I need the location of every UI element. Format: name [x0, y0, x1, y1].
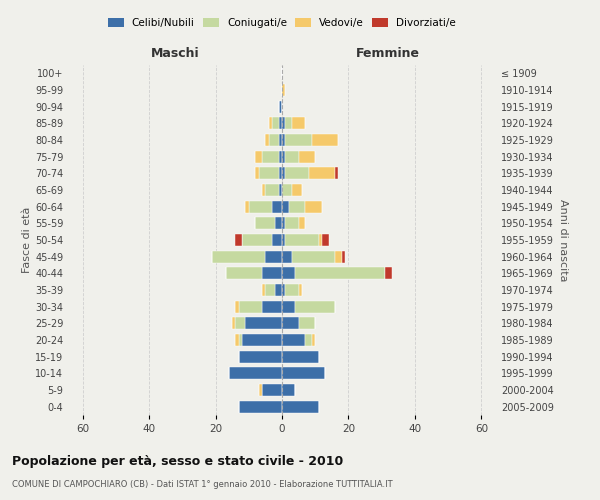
Bar	[229, 368, 282, 380]
Bar	[239, 300, 262, 312]
Bar	[292, 250, 335, 262]
Bar	[342, 250, 345, 262]
Bar	[286, 134, 312, 146]
Bar	[295, 268, 385, 280]
Bar	[299, 284, 302, 296]
Bar	[282, 218, 286, 230]
Bar	[282, 134, 286, 146]
Bar	[292, 184, 302, 196]
Bar	[256, 168, 259, 179]
Bar	[282, 118, 286, 130]
Bar	[226, 268, 262, 280]
Bar	[265, 250, 282, 262]
Bar	[278, 168, 282, 179]
Bar	[305, 334, 312, 346]
Bar	[282, 168, 286, 179]
Bar	[275, 218, 282, 230]
Bar	[286, 234, 319, 246]
Bar	[272, 118, 278, 130]
Bar	[235, 234, 242, 246]
Bar	[299, 318, 315, 330]
Bar	[282, 250, 292, 262]
Bar	[282, 234, 286, 246]
Bar	[265, 134, 269, 146]
Legend: Celibi/Nubili, Coniugati/e, Vedovi/e, Divorziati/e: Celibi/Nubili, Coniugati/e, Vedovi/e, Di…	[104, 14, 460, 32]
Bar	[322, 234, 329, 246]
Bar	[265, 284, 275, 296]
Bar	[242, 334, 282, 346]
Bar	[282, 400, 319, 412]
Text: Femmine: Femmine	[356, 47, 421, 60]
Bar	[286, 118, 292, 130]
Bar	[282, 334, 305, 346]
Bar	[256, 150, 262, 162]
Bar	[275, 284, 282, 296]
Bar	[259, 384, 262, 396]
Bar	[282, 350, 319, 362]
Bar	[385, 268, 392, 280]
Bar	[282, 200, 289, 212]
Bar	[262, 384, 282, 396]
Bar	[282, 184, 292, 196]
Bar	[299, 150, 315, 162]
Bar	[265, 184, 278, 196]
Bar	[235, 300, 239, 312]
Bar	[278, 118, 282, 130]
Bar	[286, 218, 299, 230]
Bar	[282, 268, 295, 280]
Bar	[239, 334, 242, 346]
Bar	[286, 168, 308, 179]
Bar	[262, 284, 265, 296]
Bar	[272, 234, 282, 246]
Bar	[278, 100, 282, 112]
Bar	[278, 150, 282, 162]
Bar	[282, 368, 325, 380]
Bar	[262, 150, 278, 162]
Bar	[256, 218, 275, 230]
Bar	[239, 400, 282, 412]
Bar	[259, 168, 278, 179]
Bar	[312, 134, 338, 146]
Y-axis label: Anni di nascita: Anni di nascita	[557, 198, 568, 281]
Bar	[286, 150, 299, 162]
Bar	[278, 184, 282, 196]
Bar	[305, 200, 322, 212]
Bar	[292, 118, 305, 130]
Bar	[282, 284, 286, 296]
Bar	[235, 334, 239, 346]
Bar	[212, 250, 265, 262]
Bar	[299, 218, 305, 230]
Bar	[295, 300, 335, 312]
Bar	[245, 200, 249, 212]
Bar	[286, 284, 299, 296]
Y-axis label: Fasce di età: Fasce di età	[22, 207, 32, 273]
Text: Maschi: Maschi	[151, 47, 200, 60]
Bar	[335, 250, 342, 262]
Text: COMUNE DI CAMPOCHIARO (CB) - Dati ISTAT 1° gennaio 2010 - Elaborazione TUTTITALI: COMUNE DI CAMPOCHIARO (CB) - Dati ISTAT …	[12, 480, 392, 489]
Text: Popolazione per età, sesso e stato civile - 2010: Popolazione per età, sesso e stato civil…	[12, 455, 343, 468]
Bar	[308, 168, 335, 179]
Bar	[289, 200, 305, 212]
Bar	[262, 300, 282, 312]
Bar	[242, 234, 272, 246]
Bar	[239, 350, 282, 362]
Bar	[312, 334, 315, 346]
Bar	[282, 84, 286, 96]
Bar	[282, 318, 299, 330]
Bar	[335, 168, 338, 179]
Bar	[262, 268, 282, 280]
Bar	[262, 184, 265, 196]
Bar	[272, 200, 282, 212]
Bar	[282, 384, 295, 396]
Bar	[245, 318, 282, 330]
Bar	[269, 118, 272, 130]
Bar	[282, 300, 295, 312]
Bar	[319, 234, 322, 246]
Bar	[282, 150, 286, 162]
Bar	[278, 134, 282, 146]
Bar	[232, 318, 235, 330]
Bar	[269, 134, 278, 146]
Bar	[249, 200, 272, 212]
Bar	[235, 318, 245, 330]
